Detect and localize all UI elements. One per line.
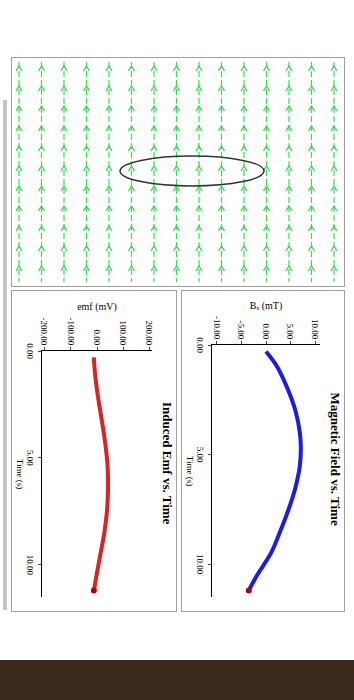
svg-text:Bₓ (mT): Bₓ (mT) [250,300,283,312]
svg-text:100.00: 100.00 [118,320,128,345]
svg-text:200.00: 200.00 [144,320,154,345]
svg-text:10.00: 10.00 [195,554,205,575]
svg-text:0.00: 0.00 [92,329,102,345]
svg-text:5.00: 5.00 [285,323,295,339]
svg-text:-10.00: -10.00 [212,316,222,340]
svg-text:5.00: 5.00 [195,447,205,463]
svg-text:0.00: 0.00 [261,323,271,339]
svg-text:Induced Emf vs. Time: Induced Emf vs. Time [160,402,175,525]
svg-text:Magnetic Field vs. Time: Magnetic Field vs. Time [328,393,343,526]
svg-text:0.00: 0.00 [195,337,205,353]
svg-text:10.00: 10.00 [310,319,320,340]
svg-text:emf (mV): emf (mV) [77,301,117,313]
svg-text:10.00: 10.00 [25,555,35,576]
svg-text:5.00: 5.00 [25,450,35,466]
svg-text:0.00: 0.00 [25,343,35,359]
svg-text:-100.00: -100.00 [66,317,76,345]
svg-text:-200.00: -200.00 [39,317,49,345]
svg-text:Time (s): Time (s) [15,459,25,489]
svg-text:Time (s): Time (s) [185,456,195,486]
svg-text:-5.00: -5.00 [236,320,246,339]
